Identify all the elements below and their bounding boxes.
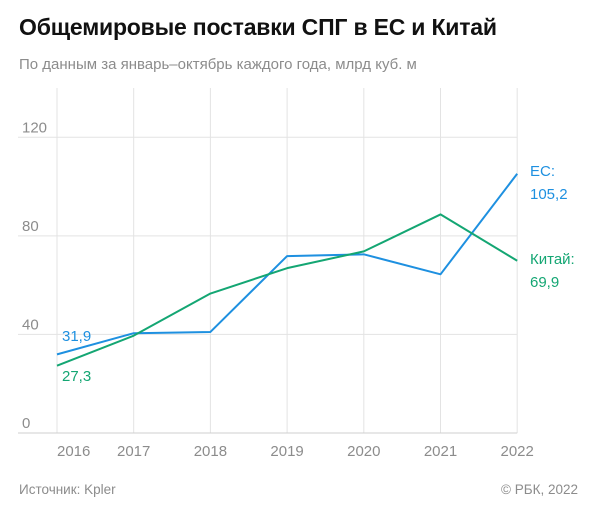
china-end-value-label: 69,9: [530, 274, 559, 291]
x-tick-label: 2022: [501, 443, 534, 460]
eu-end-name-label: ЕС:: [530, 163, 555, 180]
chart-subtitle: По данным за январь–октябрь каждого года…: [19, 56, 417, 73]
eu-end-value-label: 105,2: [530, 186, 568, 203]
chart-title: Общемировые поставки СПГ в ЕС и Китай: [19, 14, 497, 40]
china-series-line: [56, 213, 518, 367]
x-tick-label: 2018: [194, 443, 227, 460]
china-start-label: 27,3: [62, 368, 91, 385]
x-tick-label: 2017: [117, 443, 150, 460]
y-tick-label: 40: [22, 316, 39, 333]
x-axis-ticks: 2016 2017 2018 2019 2020 2021 2022: [57, 443, 534, 460]
x-tick-label: 2016: [57, 443, 90, 460]
source-note: Источник: Kpler: [19, 482, 116, 497]
series-lines: [56, 173, 518, 367]
x-tick-label: 2021: [424, 443, 457, 460]
x-tick-label: 2019: [270, 443, 303, 460]
y-tick-label: 80: [22, 218, 39, 235]
y-axis-ticks: 0 40 80 120: [22, 119, 47, 432]
x-tick-label: 2020: [347, 443, 380, 460]
y-tick-label: 0: [22, 415, 30, 432]
y-tick-label: 120: [22, 119, 47, 136]
grid-lines: [18, 88, 518, 434]
eu-start-label: 31,9: [62, 328, 91, 345]
china-end-name-label: Китай:: [530, 251, 575, 268]
copyright-note: © РБК, 2022: [501, 482, 578, 497]
eu-series-line: [56, 173, 518, 356]
